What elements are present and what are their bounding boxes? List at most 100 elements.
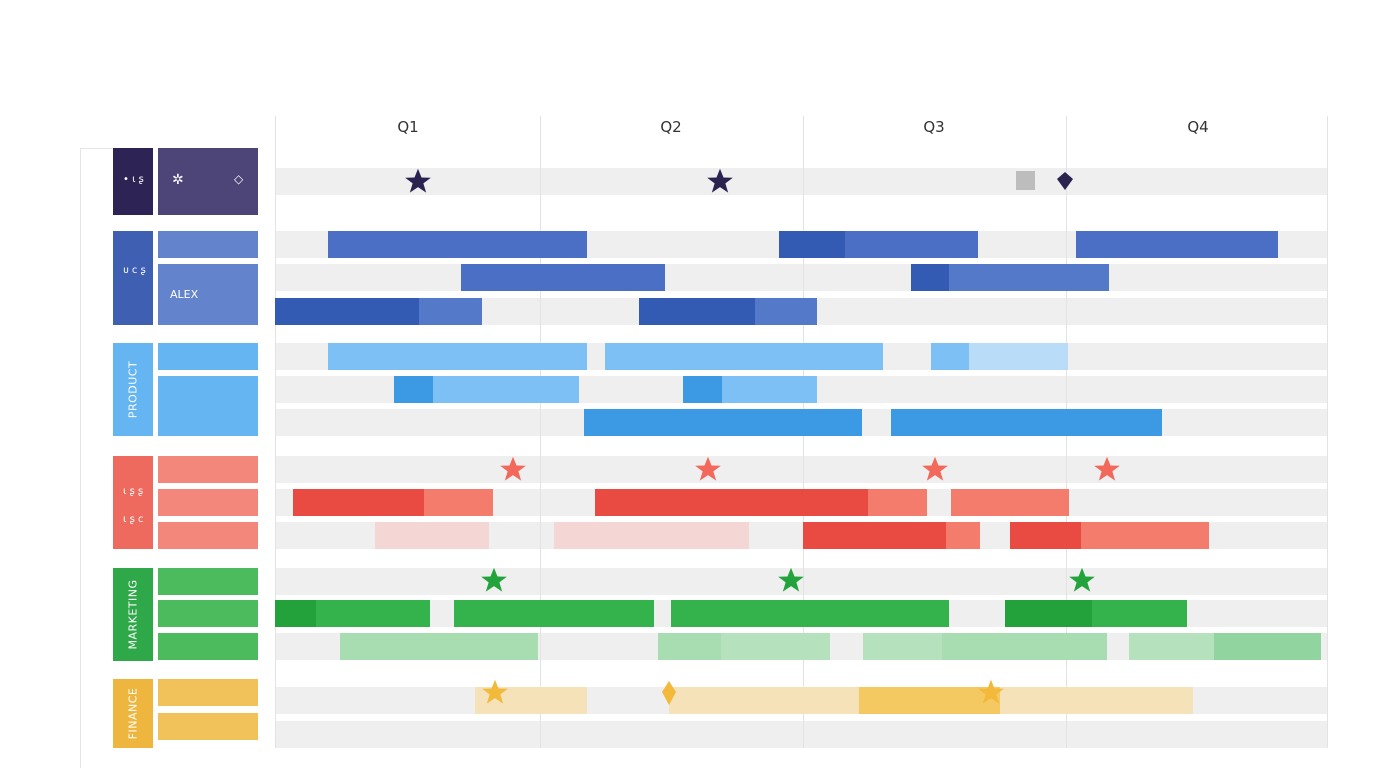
timeline-bar[interactable]: [1092, 600, 1187, 627]
timeline-bar[interactable]: [340, 633, 538, 660]
timeline-bar[interactable]: [859, 687, 1000, 714]
subgroup-block[interactable]: [158, 679, 258, 706]
star-milestone-icon[interactable]: [404, 167, 432, 195]
timeline-bar[interactable]: [1000, 687, 1193, 714]
timeline-bar[interactable]: [275, 298, 419, 325]
timeline-bar[interactable]: [671, 600, 949, 627]
timeline-bar[interactable]: [1081, 522, 1209, 549]
timeline-bar[interactable]: [293, 489, 424, 516]
person-label: ALEX: [170, 288, 199, 301]
star-milestone-icon[interactable]: [1093, 455, 1121, 483]
subgroup-block-person[interactable]: ALEX: [158, 264, 258, 325]
timeline-bar[interactable]: [949, 264, 1109, 291]
timeline-bar[interactable]: [328, 343, 587, 370]
timeline-bar[interactable]: [868, 489, 927, 516]
subgroup-block[interactable]: [158, 231, 258, 258]
timeline-bar[interactable]: [669, 687, 859, 714]
lane: [275, 264, 1327, 291]
timeline-bar[interactable]: [845, 231, 978, 258]
group-label-marketing: MARKETING: [126, 579, 140, 650]
diamond-milestone-icon[interactable]: [1055, 171, 1075, 191]
timeline-bar[interactable]: [461, 264, 665, 291]
subgroup-block[interactable]: [158, 633, 258, 660]
subgroup-block[interactable]: [158, 713, 258, 740]
timeline-bar[interactable]: [605, 343, 883, 370]
timeline-bar[interactable]: [931, 343, 969, 370]
group-tag-product[interactable]: PRODUCT: [113, 343, 153, 436]
star-milestone-icon[interactable]: [694, 455, 722, 483]
subgroup-block[interactable]: [158, 489, 258, 516]
subgroup-block[interactable]: [158, 568, 258, 595]
timeline-bar[interactable]: [584, 409, 862, 436]
star-milestone-icon[interactable]: [777, 566, 805, 594]
star-milestone-icon[interactable]: [977, 678, 1005, 706]
timeline-bar[interactable]: [722, 376, 817, 403]
timeline-bar[interactable]: [891, 409, 1162, 436]
star-milestone-icon[interactable]: [1068, 566, 1096, 594]
subgroup-block[interactable]: [158, 343, 258, 370]
timeline-bar[interactable]: [595, 489, 868, 516]
timeline-bar[interactable]: [803, 522, 946, 549]
group-label-product: PRODUCT: [126, 360, 140, 419]
group-tag-glyph: ɩ ʂ ᴄ: [123, 514, 144, 525]
quarter-divider: [275, 116, 276, 748]
group-tag-top[interactable]: • ɩ ʂ: [113, 148, 153, 215]
lane: [275, 456, 1327, 483]
timeline-bar[interactable]: [1005, 600, 1092, 627]
timeline-bar[interactable]: [721, 633, 830, 660]
star-milestone-icon[interactable]: [499, 455, 527, 483]
diamond-icon: ◇: [234, 172, 244, 186]
subgroup-block[interactable]: [158, 376, 258, 436]
timeline-bar[interactable]: [779, 231, 845, 258]
quarter-divider: [540, 116, 541, 748]
timeline-bar[interactable]: [419, 298, 482, 325]
timeline-bar[interactable]: [1010, 522, 1081, 549]
timeline-bar[interactable]: [683, 376, 722, 403]
subgroup-block-top[interactable]: ✲ ◇: [158, 148, 258, 215]
timeline-bar[interactable]: [328, 231, 587, 258]
timeline-bar[interactable]: [1129, 633, 1214, 660]
star-milestone-icon[interactable]: [480, 566, 508, 594]
timeline-bar[interactable]: [951, 489, 1069, 516]
left-border: [80, 148, 81, 768]
group-tag-glyph: ɩ ʂ ʂ: [123, 486, 144, 497]
timeline-bar[interactable]: [554, 522, 749, 549]
timeline-bar[interactable]: [275, 600, 316, 627]
star-milestone-icon[interactable]: [706, 167, 734, 195]
group-tag-finance[interactable]: FINANCE: [113, 679, 153, 748]
timeline-bar[interactable]: [316, 600, 430, 627]
timeline-bar[interactable]: [946, 522, 980, 549]
timeline-bar[interactable]: [639, 298, 755, 325]
top-border: [80, 148, 113, 149]
lane: [275, 721, 1327, 748]
subgroup-block[interactable]: [158, 600, 258, 627]
quarter-label-q4: Q4: [1187, 118, 1209, 136]
star-milestone-icon[interactable]: [481, 678, 509, 706]
subgroup-block[interactable]: [158, 522, 258, 549]
group-tag-red[interactable]: ɩ ʂ ʂ ɩ ʂ ᴄ: [113, 456, 153, 549]
timeline-bar[interactable]: [424, 489, 493, 516]
timeline-bar[interactable]: [375, 522, 489, 549]
timeline-bar[interactable]: [942, 633, 1107, 660]
timeline-bar[interactable]: [969, 343, 1068, 370]
timeline-bar[interactable]: [454, 600, 654, 627]
timeline-bar[interactable]: [755, 298, 817, 325]
timeline-bar[interactable]: [433, 376, 579, 403]
group-tag-marketing[interactable]: MARKETING: [113, 568, 153, 661]
gear-icon: ✲: [172, 172, 184, 188]
timeline-bar[interactable]: [1076, 231, 1278, 258]
star-milestone-icon[interactable]: [921, 455, 949, 483]
timeline-bar[interactable]: [658, 633, 721, 660]
diamond-milestone-icon[interactable]: [659, 680, 679, 706]
timeline-bar[interactable]: [1214, 633, 1321, 660]
lane: [275, 568, 1327, 595]
timeline-bar[interactable]: [394, 376, 433, 403]
timeline-bar[interactable]: [863, 633, 942, 660]
subgroup-block[interactable]: [158, 456, 258, 483]
group-label-finance: FINANCE: [126, 687, 140, 740]
square-milestone-icon[interactable]: [1016, 171, 1035, 190]
lane: [275, 168, 1327, 195]
timeline-bar[interactable]: [911, 264, 949, 291]
group-tag-blue[interactable]: ᴜ ᴄ ʂ: [113, 231, 153, 325]
